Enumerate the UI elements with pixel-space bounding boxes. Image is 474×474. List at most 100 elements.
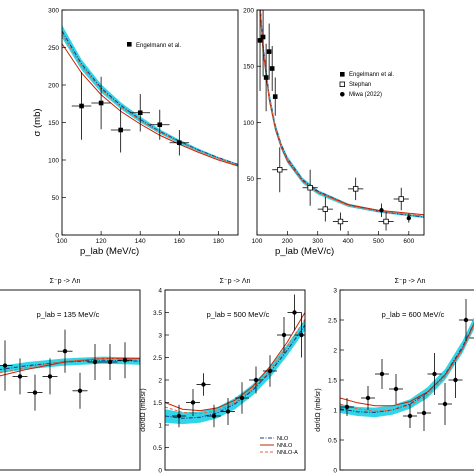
legend-marker-engelmann xyxy=(127,42,132,47)
data-point-circle xyxy=(2,363,8,368)
data-point-circle xyxy=(225,409,231,414)
data-point-circle xyxy=(344,404,350,410)
legend-marker-stephan xyxy=(339,81,345,87)
y-tick-label: 0.5 xyxy=(328,437,337,444)
data-point-circle xyxy=(299,332,304,338)
y-tick-label: 200 xyxy=(243,7,254,14)
data-point-square xyxy=(177,140,182,146)
data-point-circle xyxy=(77,388,83,393)
legend-label-model: NNLO-A xyxy=(277,450,298,456)
y-tick-label: 1.5 xyxy=(153,400,162,407)
y-tick-label: 2.5 xyxy=(328,317,337,324)
data-point-circle xyxy=(176,413,182,419)
y-axis-label: dσ/dΩ (mb/sr) xyxy=(140,388,147,431)
curve-nlo xyxy=(62,30,238,166)
data-point-square xyxy=(266,49,272,54)
data-point-circle xyxy=(17,374,23,379)
data-point-open-square xyxy=(307,185,313,191)
data-point-circle xyxy=(32,390,38,395)
legend-label: Engelmann et al. xyxy=(349,72,394,78)
chart-panel-differential-135: Σ⁻p -> Λn p_lab = 135 MeV/c xyxy=(0,278,141,471)
data-point-open-square xyxy=(352,186,359,192)
y-tick-label: 0 xyxy=(333,467,337,474)
y-tick-label: 3 xyxy=(333,287,337,294)
x-tick-label: 300 xyxy=(312,238,323,245)
curve-nnlo xyxy=(62,43,238,167)
y-tick-label: 50 xyxy=(52,195,60,202)
y-tick-label: 100 xyxy=(48,157,59,164)
y-tick-label: 1 xyxy=(158,422,162,429)
momentum-annotation: p_lab = 500 MeV/c xyxy=(207,310,270,319)
x-tick-label: 600 xyxy=(403,238,414,245)
uncertainty-band xyxy=(260,10,424,219)
data-point-circle xyxy=(62,349,68,354)
y-tick-label: 300 xyxy=(48,7,59,14)
plot-frame xyxy=(0,289,141,471)
y-tick-label: 50 xyxy=(247,176,255,183)
curve-nlo xyxy=(340,322,474,413)
x-tick-label: 100 xyxy=(57,238,68,245)
y-tick-label: 150 xyxy=(48,120,59,127)
chart-panel-differential-600: 0 0.5 1 1.5 2 2.5 3 dσ/dΩ (mb/sr) Σ⁻p -> Λn p_lab… xyxy=(315,278,474,474)
curve-nnlo xyxy=(165,312,305,412)
y-tick-label: 1.5 xyxy=(328,377,337,384)
data-point-square xyxy=(118,127,123,133)
curve-nlo xyxy=(259,10,424,218)
x-tick-label: 500 xyxy=(373,238,384,245)
data-point-circle xyxy=(281,332,287,338)
momentum-annotation: p_lab = 135 MeV/c xyxy=(37,310,100,319)
y-axis-label: dσ/dΩ (mb/sr) xyxy=(315,388,322,431)
data-point-square xyxy=(157,122,163,128)
panel-title: Σ⁻p -> Λn xyxy=(220,278,251,285)
data-point-square xyxy=(79,103,84,109)
curve-nnlo xyxy=(259,10,424,216)
data-point-circle xyxy=(201,382,206,387)
data-point-circle xyxy=(92,359,98,365)
y-tick-label: 0 xyxy=(158,467,162,474)
data-point-circle xyxy=(379,371,385,377)
data-point-circle xyxy=(453,377,458,383)
y-tick-label: 0.5 xyxy=(153,445,162,452)
y-tick-label: 150 xyxy=(243,64,254,71)
x-tick-label: 100 xyxy=(252,238,263,245)
legend-marker-engelmann xyxy=(340,72,345,77)
y-tick-label: 100 xyxy=(243,120,254,127)
data-point-square xyxy=(98,100,104,106)
data-point-circle xyxy=(442,401,448,407)
plot-area xyxy=(340,299,474,431)
panel-title: Σ⁻p -> Λn xyxy=(395,278,426,285)
data-point-circle xyxy=(365,395,371,401)
y-tick-label: 2.5 xyxy=(153,355,162,362)
data-point-circle xyxy=(190,400,196,405)
x-tick-label: 140 xyxy=(135,238,146,245)
data-point-circle xyxy=(406,215,412,221)
data-point-circle xyxy=(292,310,297,315)
y-tick-label: 3 xyxy=(158,332,162,339)
panel-title: Σ⁻p -> Λn xyxy=(50,278,81,285)
momentum-annotation: p_lab = 600 MeV/c xyxy=(382,310,445,319)
y-tick-label: 0 xyxy=(55,232,59,239)
y-tick-label: 1 xyxy=(333,407,337,414)
data-point-circle xyxy=(432,371,437,377)
plot-area xyxy=(165,294,305,428)
legend-label-model: NNLO xyxy=(277,443,293,449)
x-axis-label: p_lab (MeV/c) xyxy=(275,246,334,257)
data-point-circle xyxy=(239,395,245,401)
data-point-square xyxy=(263,75,269,80)
legend-label: Miwa (2022) xyxy=(349,92,382,98)
legend-label: Stephan xyxy=(349,82,371,88)
data-point-square xyxy=(272,94,278,99)
y-tick-label: 2 xyxy=(333,347,337,354)
x-tick-label: 200 xyxy=(282,238,293,245)
legend-label-model: NLO xyxy=(277,436,289,442)
x-tick-label: 400 xyxy=(343,238,354,245)
y-tick-label: 4 xyxy=(158,287,162,294)
data-point-circle xyxy=(379,208,384,213)
data-point-open-square xyxy=(277,167,283,173)
data-point-circle xyxy=(211,413,217,419)
y-axis-label: σ (mb) xyxy=(32,108,43,136)
data-point-square xyxy=(137,110,143,116)
y-tick-label: 200 xyxy=(48,82,59,89)
data-point-circle xyxy=(253,377,259,383)
